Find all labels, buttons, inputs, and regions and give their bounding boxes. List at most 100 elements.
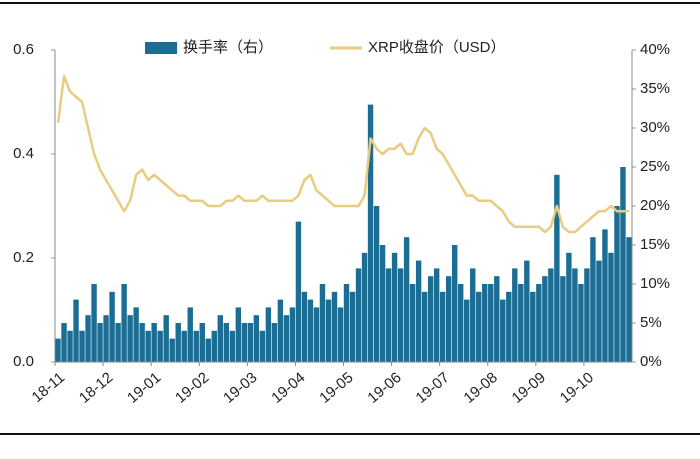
y2-tick-label: 0% bbox=[640, 353, 662, 370]
y2-tick-label: 20% bbox=[640, 197, 670, 214]
bar bbox=[103, 315, 109, 362]
bar bbox=[542, 276, 548, 362]
bar bbox=[482, 284, 488, 362]
bar bbox=[602, 229, 608, 362]
y-tick-label: 0.2 bbox=[13, 249, 34, 266]
x-tick-label: 19-04 bbox=[268, 369, 308, 407]
bar bbox=[223, 323, 230, 362]
y2-tick-label: 35% bbox=[640, 80, 670, 97]
bar bbox=[271, 323, 278, 362]
y2-tick-label: 15% bbox=[640, 236, 670, 253]
bar bbox=[518, 284, 524, 362]
bar bbox=[560, 276, 566, 362]
bar bbox=[500, 299, 506, 362]
bar bbox=[265, 307, 272, 362]
bar bbox=[157, 330, 163, 362]
bar bbox=[403, 237, 410, 362]
bar bbox=[97, 323, 103, 362]
bar bbox=[289, 307, 296, 362]
x-tick-label: 18-12 bbox=[76, 369, 116, 407]
bar bbox=[121, 284, 127, 362]
bar bbox=[590, 237, 596, 362]
bar bbox=[79, 330, 85, 362]
bar bbox=[283, 315, 290, 362]
price-line bbox=[56, 74, 629, 234]
bar bbox=[133, 307, 139, 362]
bar bbox=[614, 206, 620, 362]
bar bbox=[355, 268, 362, 362]
bar bbox=[235, 307, 242, 362]
legend-swatch bbox=[145, 42, 177, 54]
bar bbox=[325, 299, 332, 362]
y2-tick-label: 25% bbox=[640, 158, 670, 175]
bar bbox=[205, 338, 211, 362]
bar bbox=[67, 330, 73, 362]
bar bbox=[73, 299, 79, 362]
y2-tick-label: 5% bbox=[640, 314, 662, 331]
bar bbox=[367, 104, 374, 362]
bar bbox=[584, 268, 590, 362]
bar bbox=[115, 323, 121, 362]
bar bbox=[229, 330, 236, 362]
x-tick-label: 19-08 bbox=[461, 369, 501, 407]
bar bbox=[85, 315, 91, 362]
y-tick-label: 0.4 bbox=[13, 145, 34, 162]
bar bbox=[554, 174, 560, 362]
bar bbox=[415, 260, 422, 362]
bar bbox=[295, 221, 302, 362]
x-tick-label: 19-10 bbox=[557, 369, 597, 407]
y-tick-label: 0.6 bbox=[13, 41, 34, 58]
bar bbox=[433, 268, 440, 362]
bar bbox=[361, 252, 368, 362]
bar bbox=[578, 284, 584, 362]
legend-label: XRP收盘价（USD） bbox=[368, 38, 506, 56]
bar bbox=[439, 291, 446, 362]
bar bbox=[620, 167, 626, 362]
bar bbox=[572, 268, 578, 362]
bar bbox=[445, 276, 452, 362]
bar bbox=[391, 252, 398, 362]
bar bbox=[319, 284, 326, 362]
bar bbox=[488, 284, 494, 362]
bar bbox=[211, 330, 217, 362]
bar bbox=[151, 323, 157, 362]
bar bbox=[379, 245, 386, 362]
bar bbox=[373, 206, 380, 362]
bar bbox=[313, 307, 320, 362]
bar bbox=[476, 291, 482, 362]
bar bbox=[421, 291, 428, 362]
bar bbox=[343, 284, 350, 362]
bar bbox=[61, 323, 67, 362]
bar bbox=[530, 291, 536, 362]
bar bbox=[259, 330, 266, 362]
bar bbox=[524, 260, 530, 362]
bar bbox=[337, 307, 344, 362]
bar bbox=[163, 315, 169, 362]
bar bbox=[187, 307, 193, 362]
y-tick-label: 0.0 bbox=[13, 353, 34, 370]
legend-label: 换手率（右） bbox=[183, 39, 273, 56]
bar bbox=[307, 299, 314, 362]
x-tick-label: 19-05 bbox=[316, 369, 356, 407]
bar bbox=[331, 291, 338, 362]
bar bbox=[397, 268, 404, 362]
bar bbox=[464, 299, 470, 362]
bar bbox=[241, 323, 248, 362]
bar bbox=[409, 284, 416, 362]
bar bbox=[91, 284, 97, 362]
bar bbox=[253, 315, 260, 362]
bar bbox=[217, 315, 223, 362]
bar bbox=[193, 330, 199, 362]
bar bbox=[427, 276, 434, 362]
y2-tick-label: 40% bbox=[640, 41, 670, 58]
bar bbox=[506, 291, 512, 362]
bar bbox=[494, 276, 500, 362]
bar bbox=[301, 291, 308, 362]
bar bbox=[548, 268, 554, 362]
bar bbox=[109, 291, 115, 362]
bar bbox=[127, 315, 133, 362]
y2-tick-label: 10% bbox=[640, 275, 670, 292]
bar bbox=[55, 338, 61, 362]
bar bbox=[277, 299, 284, 362]
